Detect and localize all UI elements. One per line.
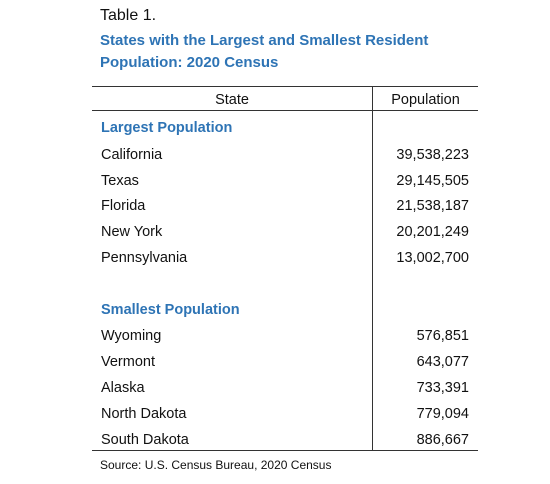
column-divider xyxy=(372,86,373,450)
population-value: 29,145,505 xyxy=(396,172,469,189)
population-value: 779,094 xyxy=(416,405,469,422)
state-name: Florida xyxy=(101,198,146,215)
population-value: 20,201,249 xyxy=(396,224,469,241)
state-name: New York xyxy=(101,224,163,241)
section-heading: Largest Population xyxy=(101,120,233,136)
table-subtitle: States with the Largest and Smallest Res… xyxy=(100,32,429,71)
section-heading: Smallest Population xyxy=(101,301,240,318)
state-name: California xyxy=(101,146,163,163)
top-rule xyxy=(92,86,478,87)
state-name: Wyoming xyxy=(101,328,162,345)
population-value: 39,538,223 xyxy=(396,146,469,163)
state-name: Vermont xyxy=(101,354,155,371)
bottom-rule xyxy=(92,450,478,451)
source-note: Source: U.S. Census Bureau, 2020 Census xyxy=(100,458,332,472)
table-title: Table 1. xyxy=(100,7,157,24)
population-value: 21,538,187 xyxy=(396,198,469,215)
state-name: North Dakota xyxy=(101,405,187,422)
population-value: 886,667 xyxy=(416,431,469,448)
population-value: 643,077 xyxy=(416,354,469,371)
column-header: State xyxy=(215,92,249,108)
column-header: Population xyxy=(391,92,460,108)
state-name: Pennsylvania xyxy=(101,250,188,266)
population-value: 733,391 xyxy=(416,380,469,396)
header-rule xyxy=(92,110,478,111)
population-value: 576,851 xyxy=(416,328,469,345)
state-name: Alaska xyxy=(101,380,145,396)
state-name: Texas xyxy=(101,172,139,189)
state-name: South Dakota xyxy=(101,431,189,448)
population-value: 13,002,700 xyxy=(396,250,469,266)
